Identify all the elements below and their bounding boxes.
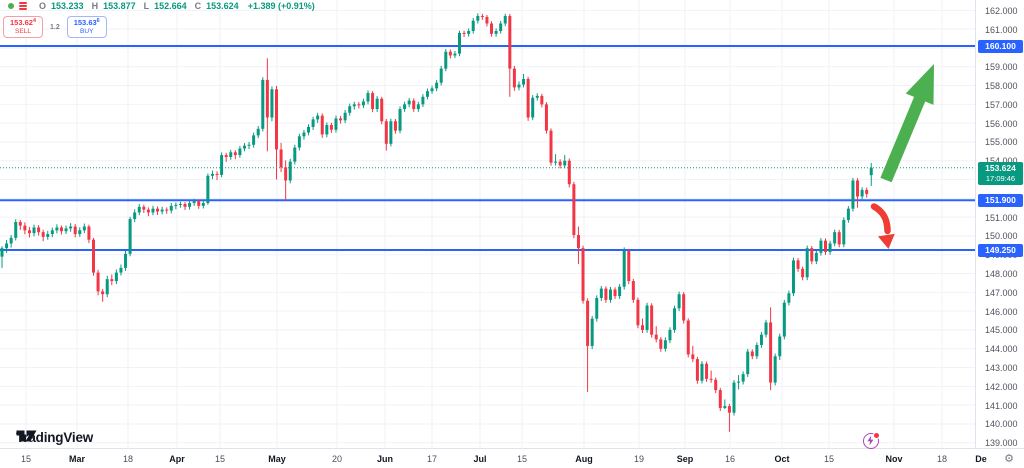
countdown-timer: 17:09:46 bbox=[985, 174, 1016, 184]
time-tick-label: Apr bbox=[169, 454, 185, 464]
open-label: O bbox=[39, 1, 47, 11]
time-tick-label: 15 bbox=[516, 454, 528, 464]
bearish-arrow-annotation[interactable] bbox=[870, 203, 891, 235]
legend-menu-icon[interactable] bbox=[19, 2, 27, 10]
level-price-label[interactable]: 151.900 bbox=[978, 193, 1023, 207]
level-price-label[interactable]: 160.100 bbox=[978, 39, 1023, 53]
symbol-legend[interactable]: O 153.233 H 153.877 L 152.664 C 153.624 … bbox=[8, 1, 315, 11]
tradingview-logo-text: TradingView bbox=[16, 430, 94, 445]
time-tick-label: 15 bbox=[20, 454, 32, 464]
time-tick-label: 18 bbox=[936, 454, 948, 464]
time-tick-label: Jun bbox=[376, 454, 394, 464]
high-value: 153.877 bbox=[103, 1, 136, 11]
last-price-label: 153.624 17:09:46 bbox=[978, 161, 1023, 185]
close-value: 153.624 bbox=[206, 1, 239, 11]
lightning-bolt-icon bbox=[867, 435, 874, 446]
price-tick-label: 157.000 bbox=[985, 99, 1018, 110]
buy-price: 153.63 bbox=[73, 18, 97, 27]
price-tick-label: 150.000 bbox=[985, 231, 1018, 242]
low-value: 152.664 bbox=[154, 1, 187, 11]
time-tick-label: 17 bbox=[426, 454, 438, 464]
last-price-value: 153.624 bbox=[985, 163, 1016, 174]
level-price-label[interactable]: 149.250 bbox=[978, 243, 1023, 257]
close-label: C bbox=[194, 1, 202, 11]
market-status-dot-icon bbox=[8, 3, 14, 9]
time-tick-label: Sep bbox=[676, 454, 694, 464]
sell-price: 153.62 bbox=[9, 18, 33, 27]
price-tick-label: 158.000 bbox=[985, 81, 1018, 92]
price-tick-label: 162.000 bbox=[985, 5, 1018, 16]
grid-lines bbox=[0, 0, 975, 448]
price-tick-label: 159.000 bbox=[985, 62, 1018, 73]
price-tick-label: 155.000 bbox=[985, 137, 1018, 148]
time-tick-label: 20 bbox=[331, 454, 343, 464]
low-label: L bbox=[143, 1, 150, 11]
price-tick-label: 147.000 bbox=[985, 287, 1018, 298]
high-label: H bbox=[91, 1, 99, 11]
time-axis[interactable]: ⚙ 15 Mar 18 Apr 15 May 20 Jun 17 Jul 15 Aug 19 Sep 16 O… bbox=[0, 448, 1024, 468]
settings-gear-icon[interactable]: ⚙ bbox=[1004, 453, 1014, 465]
sell-price-pip: 4 bbox=[32, 18, 36, 24]
boost-flash-icon[interactable] bbox=[863, 432, 880, 449]
bearish-arrowhead[interactable] bbox=[878, 233, 895, 249]
time-tick-label: Jul bbox=[473, 454, 487, 464]
tradingview-logo-icon bbox=[16, 430, 37, 442]
time-tick-label: Aug bbox=[575, 454, 593, 464]
price-tick-label: 154.000 bbox=[985, 156, 1018, 166]
time-tick-label: 16 bbox=[724, 454, 736, 464]
open-value: 153.233 bbox=[51, 1, 84, 11]
tradingview-logo[interactable]: TradingView bbox=[16, 430, 93, 445]
price-tick-label: 144.000 bbox=[985, 344, 1018, 355]
price-tick-label: 161.000 bbox=[985, 24, 1018, 35]
change-value: +1.389 (+0.91%) bbox=[247, 1, 315, 11]
time-tick-label: 18 bbox=[122, 454, 134, 464]
candle-series bbox=[0, 13, 873, 432]
price-tick-label: 151.000 bbox=[985, 212, 1018, 223]
price-tick-label: 143.000 bbox=[985, 363, 1018, 374]
time-tick-label: 15 bbox=[823, 454, 835, 464]
time-tick-label: Mar bbox=[68, 454, 86, 464]
price-tick-label: 148.000 bbox=[985, 269, 1018, 280]
time-tick-label: De bbox=[975, 454, 987, 464]
buy-button[interactable]: 153.636 BUY bbox=[66, 16, 107, 38]
price-axis[interactable]: 162.000161.000160.000159.000158.000157.0… bbox=[975, 0, 1024, 448]
price-tick-label: 141.000 bbox=[985, 400, 1018, 411]
time-tick-label: Nov bbox=[885, 454, 903, 464]
notification-dot bbox=[873, 432, 880, 439]
sell-button[interactable]: 153.624 SELL bbox=[3, 16, 43, 38]
time-tick-label: 15 bbox=[214, 454, 226, 464]
spread-value: 1.2 bbox=[50, 23, 60, 31]
price-tick-label: 145.000 bbox=[985, 325, 1018, 336]
time-tick-label: Oct bbox=[774, 454, 790, 464]
price-tick-label: 140.000 bbox=[985, 419, 1018, 430]
bullish-arrow-annotation[interactable] bbox=[880, 64, 934, 183]
price-tick-label: 142.000 bbox=[985, 381, 1018, 392]
price-tick-label: 139.000 bbox=[985, 438, 1018, 449]
sell-label: SELL bbox=[15, 27, 31, 35]
price-tick-label: 156.000 bbox=[985, 118, 1018, 129]
price-tick-label: 146.000 bbox=[985, 306, 1018, 317]
time-tick-label: 19 bbox=[633, 454, 645, 464]
buy-label: BUY bbox=[80, 27, 94, 35]
buy-price-pip: 6 bbox=[96, 18, 100, 24]
time-tick-label: May bbox=[268, 454, 286, 464]
candlestick-chart[interactable] bbox=[0, 0, 975, 448]
price-pane[interactable]: O 153.233 H 153.877 L 152.664 C 153.624 … bbox=[0, 0, 975, 449]
order-buttons: 153.624 SELL 1.2 153.636 BUY bbox=[3, 16, 107, 38]
